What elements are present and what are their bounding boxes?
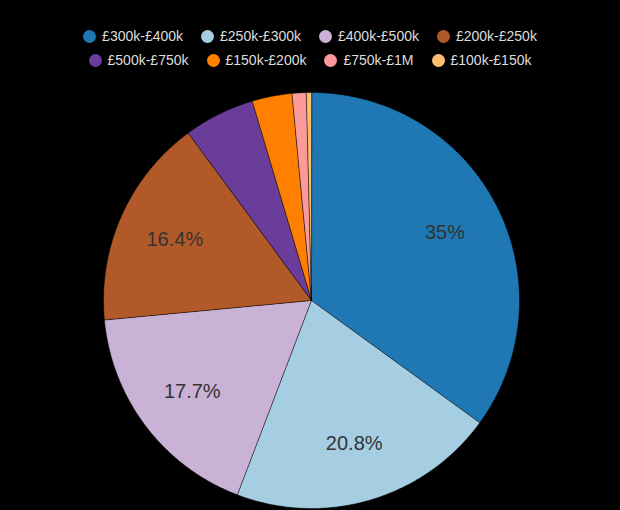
html-text:£150k-£200k: £150k-£200k <box>225 52 307 68</box>
svg-text:20.8%: 20.8% <box>326 432 383 454</box>
svg-text:35%: 35% <box>425 221 465 243</box>
html-text:£200k-£250k: £200k-£250k <box>456 28 537 44</box>
svg-text:16.4%: 16.4% <box>146 228 203 250</box>
html-text:£100k-£150k: £100k-£150k <box>450 52 532 68</box>
html-text:£500k-£750k: £500k-£750k <box>107 52 189 68</box>
svg-text:17.7%: 17.7% <box>164 380 221 402</box>
html-text:£400k-£500k: £400k-£500k <box>338 28 419 44</box>
html-text:£250k-£300k: £250k-£300k <box>220 28 301 44</box>
html-text:£300k-£400k: £300k-£400k <box>102 28 183 44</box>
html-text:£750k-£1M: £750k-£1M <box>343 52 414 68</box>
